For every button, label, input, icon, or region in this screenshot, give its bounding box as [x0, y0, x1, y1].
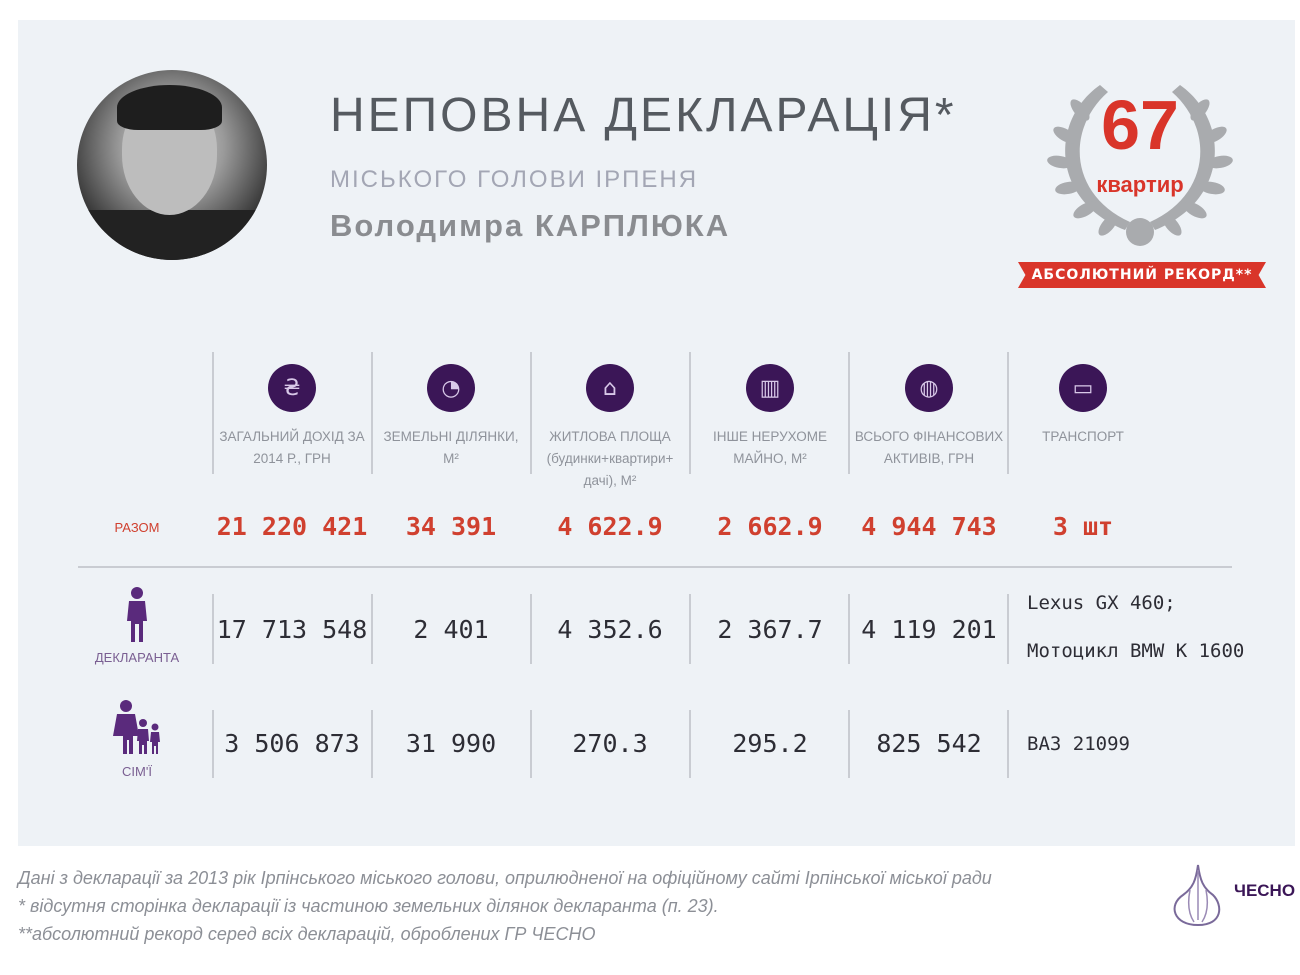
divider: [1007, 710, 1009, 778]
column-income: ₴ ЗАГАЛЬНИЙ ДОХІД ЗА 2014 Р., ГРН: [217, 364, 367, 470]
divider: [1007, 594, 1009, 664]
family-label: СІМ'Ї: [122, 764, 152, 779]
total-income: 21 220 421: [216, 512, 368, 541]
laurel-wreath-icon: [1047, 85, 1234, 246]
page-title: НЕПОВНА ДЕКЛАРАЦІЯ*: [330, 89, 957, 142]
column-land: ◔ ЗЕМЕЛЬНІ ДІЛЯНКИ, М²: [376, 364, 526, 470]
family-income: 3 506 873: [224, 729, 360, 758]
family-transport: ВАЗ 21099: [1027, 733, 1130, 755]
divider: [371, 594, 373, 664]
total-transport: 3 шт: [1052, 512, 1114, 541]
divider: [212, 710, 214, 778]
family-other: 295.2: [732, 729, 808, 758]
land-plot-icon: ◔: [427, 364, 475, 412]
footnote-missing-page: * відсутня сторінка декларації із частин…: [18, 896, 719, 916]
divider: [530, 710, 532, 778]
person-name: Володимра КАРПЛЮКА: [330, 208, 731, 243]
total-land: 34 391: [405, 512, 497, 541]
declarant-label: ДЕКЛАРАНТА: [94, 650, 180, 665]
declarant-living: 4 352.6: [557, 615, 663, 644]
divider: [689, 710, 691, 778]
divider: [848, 352, 850, 474]
divider: [689, 352, 691, 474]
chesno-logo: ЧЕСНО: [1173, 864, 1295, 927]
house-icon: ⌂: [586, 364, 634, 412]
declarant-transport-2: Мотоцикл BMW K 1600: [1027, 640, 1245, 662]
divider: [212, 594, 214, 664]
declarant-income: 17 713 548: [216, 615, 368, 644]
declarant-land: 2 401: [413, 615, 489, 644]
subtitle: МІСЬКОГО ГОЛОВИ ІРПЕНЯ: [330, 166, 699, 193]
hryvnia-icon: ₴: [268, 364, 316, 412]
apartments-count: 67: [1101, 86, 1179, 164]
family-land: 31 990: [405, 729, 497, 758]
car-icon: ▭: [1059, 364, 1107, 412]
divider: [689, 594, 691, 664]
footnote-record: **абсолютний рекорд серед всіх деклараці…: [18, 924, 596, 944]
divider: [848, 594, 850, 664]
divider: [371, 352, 373, 474]
divider: [1007, 352, 1009, 474]
portrait-photo: [77, 70, 267, 260]
divider: [371, 710, 373, 778]
family-living: 270.3: [572, 729, 648, 758]
column-living-area: ⌂ ЖИТЛОВА ПЛОЩА (будинки+квартири+ дачі),…: [535, 364, 685, 492]
total-living: 4 622.9: [557, 512, 663, 541]
family-financial: 825 542: [876, 729, 982, 758]
declarant-financial: 4 119 201: [861, 615, 997, 644]
family-icon: [113, 700, 160, 754]
building-icon: ▥: [746, 364, 794, 412]
footnote-source: Дані з декларації за 2013 рік Ірпінськог…: [18, 868, 992, 888]
totals-label: РАЗОМ: [114, 520, 160, 535]
piggy-bank-icon: ◍: [905, 364, 953, 412]
divider: [212, 352, 214, 474]
divider: [78, 566, 1232, 568]
apartments-unit: квартир: [1096, 172, 1184, 197]
column-transport: ▭ ТРАНСПОРТ: [1008, 364, 1158, 448]
total-other: 2 662.9: [717, 512, 823, 541]
column-other-property: ▥ ІНШЕ НЕРУХОМЕ МАЙНО, М²: [695, 364, 845, 470]
record-ribbon: АБСОЛЮТНИЙ РЕКОРД**: [1018, 262, 1266, 288]
person-icon: [127, 587, 147, 642]
divider: [530, 352, 532, 474]
divider: [530, 594, 532, 664]
declarant-other: 2 367.7: [717, 615, 823, 644]
column-financial-assets: ◍ ВСЬОГО ФІНАНСОВИХ АКТИВІВ, ГРН: [854, 364, 1004, 470]
divider: [848, 710, 850, 778]
total-financial: 4 944 743: [861, 512, 997, 541]
declarant-transport-1: Lexus GX 460;: [1027, 592, 1176, 614]
logo-text: ЧЕСНО: [1234, 881, 1295, 900]
